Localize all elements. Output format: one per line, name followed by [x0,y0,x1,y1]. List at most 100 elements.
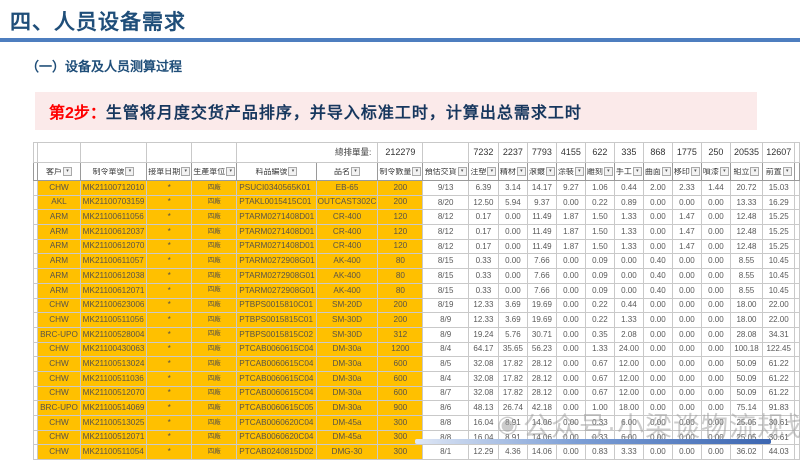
cell-雕刻: 0.33 [584,415,615,431]
cell-客戶: CHW [37,356,81,372]
cell-曲面: 0.00 [642,312,673,328]
cell-生產單位: 四廠 [191,180,238,196]
cell-滾鍍: 11.49 [526,238,557,255]
filter-dropdown-icon[interactable]: ▾ [351,167,361,176]
filter-dropdown-icon[interactable]: ▾ [288,167,298,176]
cell-曲面: 0.40 [642,282,673,299]
cell-客戶: CHW [37,370,81,387]
empty-cell [794,180,800,196]
cell-雕刻: 0.67 [584,356,615,372]
cell-料品編號: PTBPS0015815C02 [236,326,317,343]
cell-移印: 0.00 [671,297,702,314]
cell-滾鍍: 9.37 [526,194,557,211]
cell-生產單位: 四廠 [191,238,238,255]
cell-制令單號: MK21100612070 [79,238,148,255]
cell-精材: 5.94 [497,194,528,211]
cell-制令單號: MK21100513024 [79,356,148,372]
cell-預估交貨: 8/15 [422,268,469,284]
cell-涂裝: 1.87 [555,238,586,255]
cell-品名: DM-45a [315,429,379,446]
process-total-cell: 622 [584,142,615,163]
filter-dropdown-icon[interactable]: ▾ [125,167,135,176]
cell-制令數量: 80 [377,268,424,284]
cell-手工: 0.00 [613,282,644,299]
cell-前置: 10.45 [762,268,796,284]
filter-dropdown-icon[interactable]: ▾ [750,167,760,176]
step-text: 生管将月度交货产品排序，并导入标准工时，计算出总需求工时 [105,105,582,122]
cell-制令單號: MK21100512071 [79,429,148,446]
cell-接單日期: * [146,415,193,431]
cell-預估交貨: 8/6 [422,400,469,416]
cell-前置: 30.61 [762,415,796,431]
cell-精材: 8.91 [497,415,528,431]
empty-cell [79,142,148,163]
cell-精材: 0.00 [497,282,528,299]
filter-dropdown-icon[interactable]: ▾ [632,167,642,176]
cell-前置: 15.25 [762,224,796,240]
cell-接單日期: * [146,209,193,226]
cell-噴漆: 0.00 [700,326,731,343]
cell-涂裝: 1.87 [555,209,586,226]
cell-制令單號: MK21100514069 [79,400,148,416]
cell-組立: 18.00 [729,297,764,314]
filter-dropdown-icon[interactable]: ▾ [412,167,422,176]
cell-制令單號: MK21100612037 [79,224,148,240]
column-header-曲面: 曲面 ▾ [642,162,673,181]
cell-制令數量: 200 [377,180,424,196]
cell-品名: AK-400 [315,253,379,270]
cell-涂裝: 0.00 [555,326,586,343]
cell-接單日期: * [146,370,193,387]
empty-cell [794,297,800,314]
cell-涂裝: 0.00 [555,297,586,314]
column-header-生產單位: 生產單位 ▾ [191,162,238,181]
cell-品名: AK-400 [315,282,379,299]
cell-曲面: 2.00 [642,180,673,196]
cell-組立: 36.02 [729,444,764,460]
cell-品名: DM-45a [315,415,379,431]
cell-客戶: CHW [37,341,81,358]
filter-dropdown-icon[interactable]: ▾ [181,167,191,176]
column-header-精材: 精材 ▾ [497,162,528,181]
filter-dropdown-icon[interactable]: ▾ [62,167,72,176]
table-row: ARM MK21100611057 * 四廠 PTARM0272908G01 AK-400… [32,253,800,270]
cell-生產單位: 四廠 [191,253,238,270]
cell-精材: 0.00 [497,209,528,226]
cell-注塑: 19.24 [467,326,499,343]
empty-cell [794,400,800,416]
filter-dropdown-icon[interactable]: ▾ [226,167,236,176]
filter-dropdown-icon[interactable]: ▾ [661,167,671,176]
cell-接單日期: * [146,194,193,211]
cell-噴漆: 0.00 [700,400,731,416]
cell-組立: 8.55 [729,268,764,284]
process-total-cell: 4155 [555,142,586,163]
filter-dropdown-icon[interactable]: ▾ [603,167,613,176]
cell-雕刻: 1.33 [584,341,615,358]
cell-滾鍍: 28.12 [526,370,557,387]
filter-dropdown-icon[interactable]: ▾ [690,167,700,176]
filter-dropdown-icon[interactable]: ▾ [545,167,555,176]
filter-dropdown-icon[interactable]: ▾ [487,167,497,176]
filter-dropdown-icon[interactable]: ▾ [574,167,584,176]
column-header-label: 噴漆 [702,167,719,176]
filter-dropdown-icon[interactable]: ▾ [719,167,729,176]
cell-涂裝: 0.00 [555,385,586,402]
process-total-cell: 20535 [729,142,764,163]
cell-曲面: 0.00 [642,326,673,343]
filter-dropdown-icon[interactable]: ▾ [457,167,467,176]
cell-雕刻: 0.09 [584,268,615,284]
table-row: CHW MK21100513025 * 四廠 PTCAB0060620C04 DM-45a… [32,415,800,431]
cell-滾鍍: 7.66 [526,253,557,270]
cell-注塑: 0.33 [467,268,499,284]
filter-dropdown-icon[interactable]: ▾ [782,167,792,176]
column-header-label: 生產單位 [193,167,226,176]
cell-雕刻: 1.50 [584,238,615,255]
filter-dropdown-icon[interactable]: ▾ [516,167,526,176]
section-subtitle: （一）设备及人员测算过程 [26,59,183,74]
column-header-label: 品名 [334,167,351,176]
table-row: BRC-UPO MK21100514069 * 四廠 PTCAB0060615C05 DM… [32,400,800,416]
cell-曲面: 0.40 [642,253,673,270]
empty-cell [32,297,39,314]
cell-雕刻: 0.22 [584,297,615,314]
cell-料品編號: PTARM0271408D01 [236,209,317,226]
cell-制令數量: 900 [377,400,424,416]
